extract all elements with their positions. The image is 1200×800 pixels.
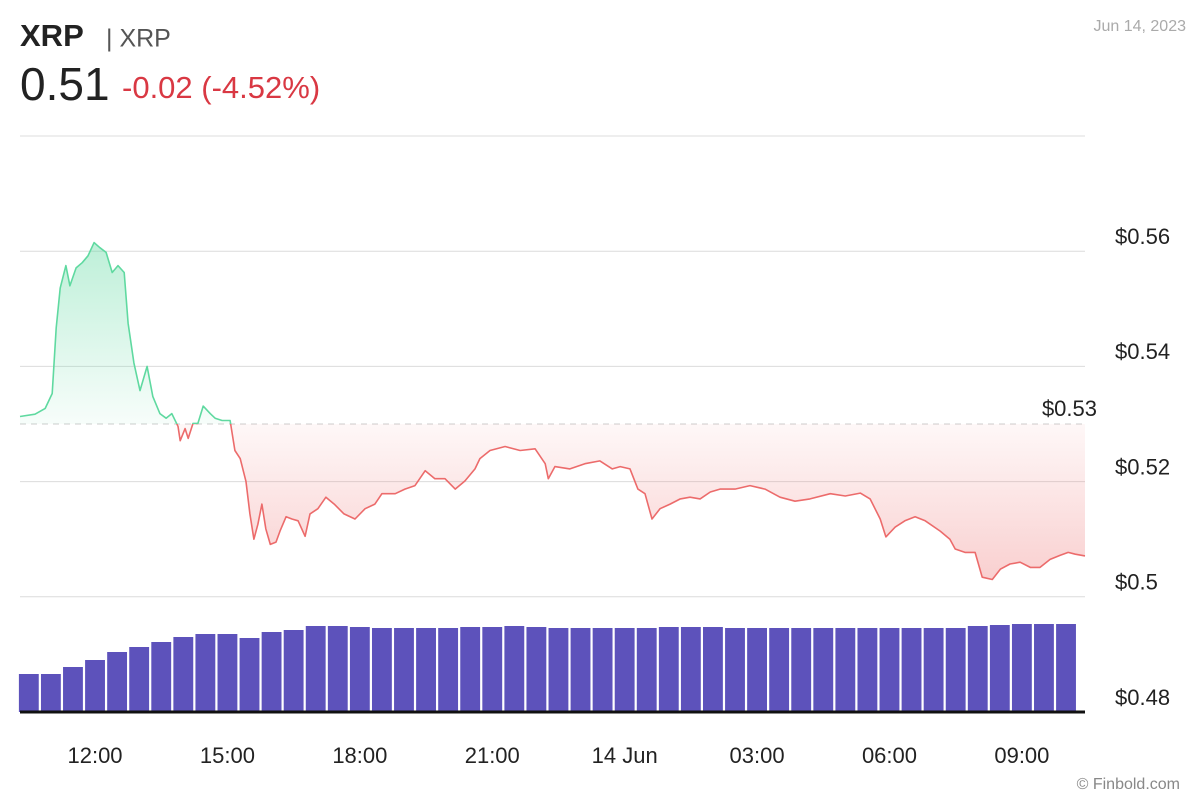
volume-bar <box>63 667 83 712</box>
volume-bar <box>217 634 238 712</box>
volume-bar <box>989 625 1010 712</box>
volume-bar <box>85 660 105 712</box>
volume-bar <box>151 642 172 712</box>
volume-bar <box>791 628 812 712</box>
x-tick-label: 14 Jun <box>592 743 658 768</box>
volume-bar <box>680 627 701 712</box>
volume-bar <box>129 647 150 712</box>
volume-bar <box>1011 624 1032 712</box>
volume-bar <box>879 628 900 712</box>
volume-bar <box>614 628 635 712</box>
volume-bar <box>173 637 194 712</box>
x-tick-label: 09:00 <box>994 743 1049 768</box>
y-tick-label: $0.52 <box>1115 454 1170 479</box>
volume-bar <box>945 628 966 712</box>
volume-bar <box>592 628 613 712</box>
volume-bar <box>482 627 503 712</box>
volume-pane <box>18 624 1076 712</box>
symbol: XRP <box>20 18 84 53</box>
y-tick-label: $0.5 <box>1115 570 1158 595</box>
volume-bar <box>747 628 768 712</box>
volume-bar <box>195 634 216 712</box>
volume-bar <box>18 674 39 712</box>
y-tick-label: $0.54 <box>1115 339 1170 364</box>
volume-bar <box>416 628 436 712</box>
volume-bar <box>371 628 392 712</box>
volume-bar <box>504 626 525 712</box>
volume-bar <box>703 627 723 712</box>
price: 0.51 <box>20 58 110 110</box>
x-tick-label: 21:00 <box>465 743 520 768</box>
volume-bar <box>548 628 569 712</box>
volume-bar <box>239 638 260 712</box>
volume-bar <box>835 628 856 712</box>
x-tick-label: 15:00 <box>200 743 255 768</box>
price-line <box>19 241 1086 581</box>
price-change: -0.02 (-4.52%) <box>122 70 320 105</box>
volume-bar <box>261 632 282 712</box>
volume-bar <box>438 628 459 712</box>
volume-bar <box>283 630 304 712</box>
date: Jun 14, 2023 <box>1093 18 1186 35</box>
volume-bar <box>725 628 745 712</box>
volume-bar <box>305 626 326 712</box>
x-tick-label: 12:00 <box>67 743 122 768</box>
x-tick-label: 06:00 <box>862 743 917 768</box>
volume-bar <box>107 652 128 712</box>
volume-bar <box>857 628 878 712</box>
y-tick-label: $0.48 <box>1115 685 1170 710</box>
volume-bar <box>570 628 591 712</box>
volume-bar <box>40 674 61 712</box>
volume-bar <box>394 628 414 712</box>
volume-bar <box>636 628 657 712</box>
volume-bar <box>923 628 944 712</box>
price-area <box>20 242 1085 580</box>
volume-bar <box>658 627 679 712</box>
volume-bar <box>327 626 348 712</box>
reference-label: $0.53 <box>1042 396 1097 421</box>
volume-bar <box>769 628 790 712</box>
volume-bar <box>967 626 988 712</box>
credit: © Finbold.com <box>1077 776 1180 793</box>
x-tick-label: 03:00 <box>730 743 785 768</box>
volume-bar <box>1056 624 1076 712</box>
plot <box>19 241 1086 581</box>
volume-bar <box>460 627 481 712</box>
x-tick-label: 18:00 <box>332 743 387 768</box>
volume-bar <box>1034 624 1054 712</box>
volume-bar <box>901 628 922 712</box>
volume-bar <box>526 627 547 712</box>
volume-bar <box>349 627 370 712</box>
asset-name: | XRP <box>106 25 171 53</box>
y-tick-label: $0.56 <box>1115 224 1170 249</box>
volume-bar <box>813 628 834 712</box>
